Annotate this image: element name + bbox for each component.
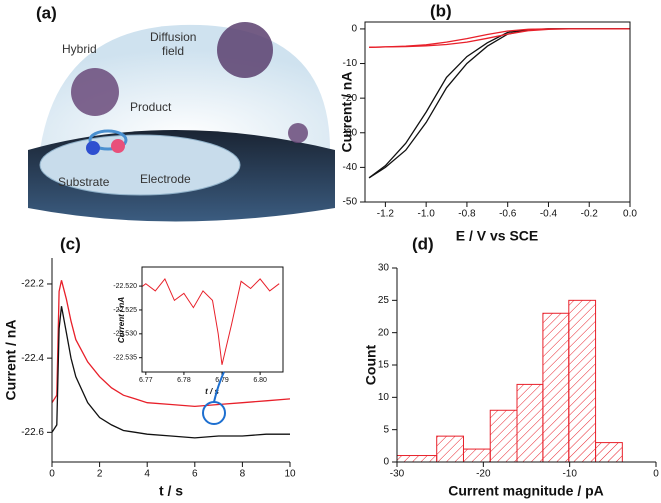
x-tick-label: 4 xyxy=(144,469,150,480)
y-tick-label: 5 xyxy=(383,424,389,435)
line-series xyxy=(369,28,630,48)
y-tick-label: 10 xyxy=(378,392,390,403)
y-tick-label: -22.535 xyxy=(113,355,137,362)
hybrid-particle xyxy=(217,22,273,78)
x-tick-label: 0 xyxy=(49,469,55,480)
label: Hybrid xyxy=(62,42,97,56)
x-tick-label: -0.6 xyxy=(499,209,517,220)
y-tick-label: -22.530 xyxy=(113,331,137,338)
x-axis-title: E / V vs SCE xyxy=(456,228,538,244)
product-dot xyxy=(111,139,125,153)
x-tick-label: 8 xyxy=(240,469,246,480)
x-tick-label: 6 xyxy=(192,469,198,480)
y-axis-title: Current / nA xyxy=(117,297,126,343)
line-series xyxy=(52,306,290,439)
y-tick-label: -30 xyxy=(343,127,358,138)
x-tick-label: 6.78 xyxy=(177,377,191,384)
bar xyxy=(516,383,544,462)
substrate-dot xyxy=(86,141,100,155)
y-axis-title: Current / nA xyxy=(3,320,19,401)
panel-label: (a) xyxy=(36,3,57,22)
label: field xyxy=(162,44,184,58)
x-tick-label: -20 xyxy=(476,469,491,480)
line-series xyxy=(368,28,630,179)
line-series xyxy=(52,280,290,408)
panel-label: (b) xyxy=(430,1,452,20)
label: Diffusion xyxy=(150,30,196,44)
x-tick-label: 0 xyxy=(653,469,659,480)
label: Substrate xyxy=(58,175,110,189)
x-tick-label: -1.0 xyxy=(418,209,436,220)
y-tick-label: -20 xyxy=(343,93,358,104)
y-tick-label: -22.520 xyxy=(113,283,137,290)
frame xyxy=(364,21,631,203)
bar xyxy=(436,435,464,462)
hybrid-particle xyxy=(71,68,119,116)
bar xyxy=(489,409,518,462)
x-axis-title: t / s xyxy=(159,483,183,499)
chart-panel: -30 -20 -10 0 0 5 10 15 20 25 30 Current magnitude … xyxy=(363,234,660,498)
y-tick-label: -40 xyxy=(343,162,358,173)
x-tick-label: -0.2 xyxy=(581,209,599,220)
hybrid-particle xyxy=(288,123,308,143)
bar xyxy=(462,448,491,462)
x-tick-label: 6.80 xyxy=(253,377,267,384)
y-tick-label: -22.4 xyxy=(21,353,44,364)
bar xyxy=(542,312,570,462)
chart-panel: 0 2 4 6 8 10 -22.2 -22.4 -22.6 t / s Current / nA (… xyxy=(3,234,296,498)
x-tick-label: -0.4 xyxy=(540,209,558,220)
cycle-arrow xyxy=(88,129,128,151)
line-series xyxy=(368,28,630,179)
y-tick-label: 20 xyxy=(378,327,390,338)
label: Electrode xyxy=(140,172,191,186)
y-tick-label: 0 xyxy=(351,24,357,35)
schematic: (a) Hybrid Diffusion field Product Subst… xyxy=(28,3,335,222)
x-axis-title: t / s xyxy=(205,387,219,396)
x-tick-label: 6.79 xyxy=(215,377,229,384)
y-tick-label: -50 xyxy=(343,197,358,208)
label: Product xyxy=(130,100,172,114)
frame xyxy=(141,266,284,373)
line-series xyxy=(142,277,280,365)
line-series xyxy=(369,28,630,48)
x-tick-label: -1.2 xyxy=(377,209,395,220)
bar xyxy=(595,442,623,462)
x-tick-label: 6.77 xyxy=(139,377,153,384)
pointer-arrow xyxy=(213,371,225,403)
chart-panel: 6.77 6.78 6.79 6.80 -22.520 -22.525 -22.530 -22… xyxy=(113,266,284,396)
y-tick-label: -10 xyxy=(343,58,358,69)
x-tick-label: 10 xyxy=(284,469,296,480)
axes xyxy=(51,258,290,463)
y-tick-label: -22.2 xyxy=(21,279,44,290)
x-tick-label: -10 xyxy=(562,469,577,480)
y-axis-title: Count xyxy=(363,344,379,385)
y-tick-label: 25 xyxy=(378,295,390,306)
y-tick-label: -22.6 xyxy=(21,427,44,438)
x-tick-label: 2 xyxy=(97,469,103,480)
inset-background xyxy=(142,267,283,372)
x-tick-label: 0.0 xyxy=(623,209,637,220)
x-tick-label: -30 xyxy=(390,469,405,480)
panel-label: (d) xyxy=(412,234,434,253)
y-tick-label: -22.525 xyxy=(113,307,137,314)
y-tick-label: 0 xyxy=(383,457,389,468)
y-tick-label: 30 xyxy=(378,263,390,274)
panel-label: (c) xyxy=(60,234,81,253)
bar xyxy=(568,299,597,462)
axes xyxy=(396,268,656,463)
y-tick-label: 15 xyxy=(378,360,390,371)
x-axis-title: Current magnitude / pA xyxy=(448,483,604,499)
chart-panel: -1.2 -1.0 -0.8 -0.6 -0.4 -0.2 0.0 0 -10 -20 -30 -40… xyxy=(339,1,638,243)
bar xyxy=(397,455,438,462)
y-axis-title: Current / nA xyxy=(339,72,355,153)
x-tick-label: -0.8 xyxy=(458,209,476,220)
